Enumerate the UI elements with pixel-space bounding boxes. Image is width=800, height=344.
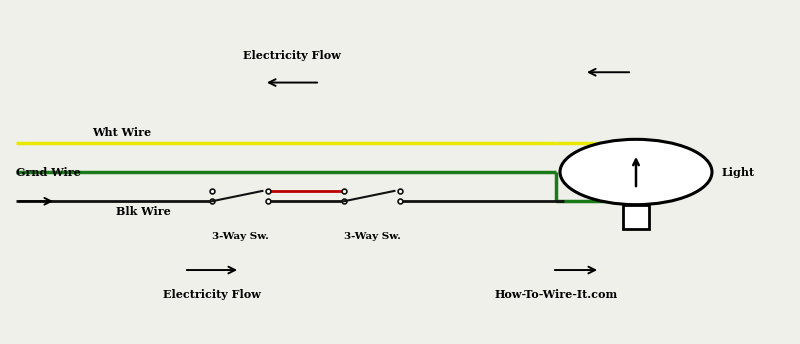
Circle shape [560, 139, 712, 205]
Text: Electricity Flow: Electricity Flow [243, 50, 341, 61]
Bar [623, 205, 649, 229]
Text: 3-Way Sw.: 3-Way Sw. [343, 232, 401, 241]
Text: Electricity Flow: Electricity Flow [163, 289, 261, 300]
Text: 3-Way Sw.: 3-Way Sw. [211, 232, 269, 241]
Text: Grnd Wire: Grnd Wire [16, 166, 81, 178]
Text: Light: Light [722, 166, 754, 178]
Text: Blk Wire: Blk Wire [116, 206, 170, 217]
Text: How-To-Wire-It.com: How-To-Wire-It.com [494, 289, 618, 300]
Text: Wht Wire: Wht Wire [92, 127, 151, 138]
